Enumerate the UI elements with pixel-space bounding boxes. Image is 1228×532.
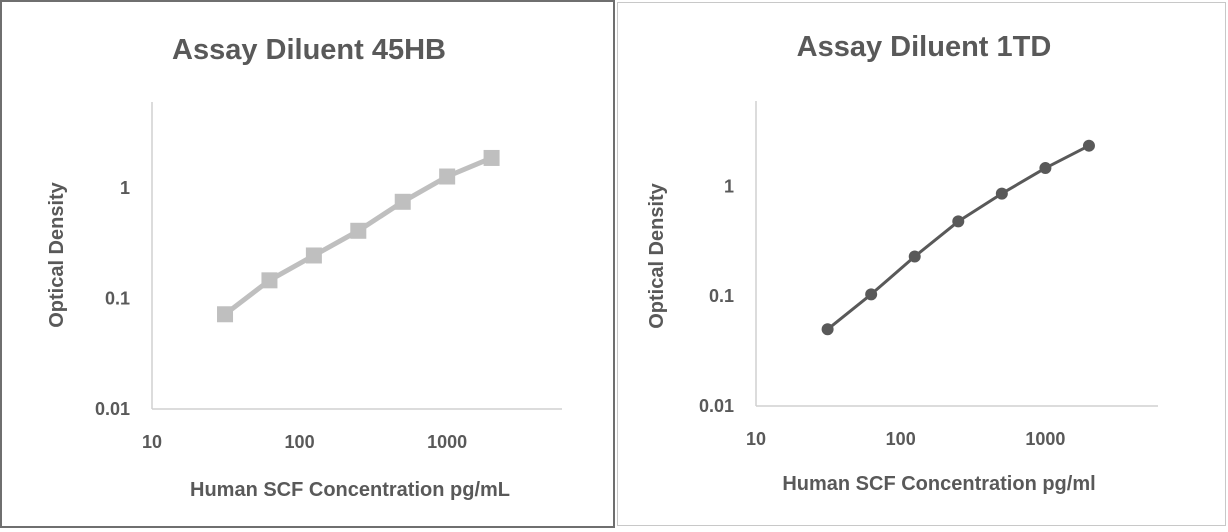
y-axis-title: Optical Density bbox=[46, 181, 68, 327]
y-tick-label: 0.01 bbox=[95, 399, 130, 419]
data-point bbox=[483, 149, 500, 166]
axes bbox=[755, 101, 1158, 407]
data-point bbox=[995, 187, 1008, 200]
data-point bbox=[217, 306, 234, 323]
plot-area bbox=[217, 149, 500, 323]
data-point bbox=[439, 168, 456, 185]
data-point bbox=[394, 193, 411, 210]
chart-1td: Assay Diluent 1TD Optical Density Human … bbox=[646, 31, 1158, 495]
chart-title: Assay Diluent 1TD bbox=[797, 31, 1052, 63]
x-tick-label: 10 bbox=[746, 429, 766, 449]
x-axis-title: Human SCF Concentration pg/mL bbox=[190, 479, 510, 501]
x-tick-label: 10 bbox=[142, 432, 162, 452]
chart-title: Assay Diluent 45HB bbox=[172, 34, 446, 66]
y-tick-label: 0.01 bbox=[699, 396, 734, 416]
data-point bbox=[1082, 139, 1095, 152]
axes bbox=[151, 102, 562, 410]
x-tick-label: 1000 bbox=[427, 432, 467, 452]
y-axis-title: Optical Density bbox=[646, 182, 668, 328]
chart-panel-45hb: Assay Diluent 45HB Optical Density Human… bbox=[0, 0, 615, 528]
y-tick-label: 0.1 bbox=[709, 286, 734, 306]
y-tick-label: 1 bbox=[724, 176, 734, 196]
y-tick-label: 1 bbox=[120, 178, 130, 198]
chart-45hb: Assay Diluent 45HB Optical Density Human… bbox=[46, 34, 562, 501]
tick-labels: 0.01 0.1 1 10 100 1000 bbox=[699, 176, 1065, 449]
data-point bbox=[261, 272, 278, 289]
x-tick-label: 1000 bbox=[1025, 429, 1065, 449]
data-point bbox=[908, 250, 921, 263]
data-point bbox=[305, 247, 322, 264]
y-tick-label: 0.1 bbox=[105, 288, 130, 308]
plot-area bbox=[821, 139, 1095, 336]
data-point bbox=[1039, 162, 1052, 175]
chart-panel-1td: Assay Diluent 1TD Optical Density Human … bbox=[617, 2, 1226, 526]
x-tick-label: 100 bbox=[285, 432, 315, 452]
x-tick-label: 100 bbox=[886, 429, 916, 449]
series-line bbox=[826, 144, 1090, 331]
tick-labels: 0.01 0.1 1 10 100 1000 bbox=[95, 178, 467, 452]
data-point bbox=[952, 215, 965, 228]
data-point bbox=[821, 323, 834, 336]
data-point bbox=[350, 222, 367, 239]
x-axis-title: Human SCF Concentration pg/ml bbox=[782, 473, 1095, 495]
data-point bbox=[865, 288, 878, 301]
